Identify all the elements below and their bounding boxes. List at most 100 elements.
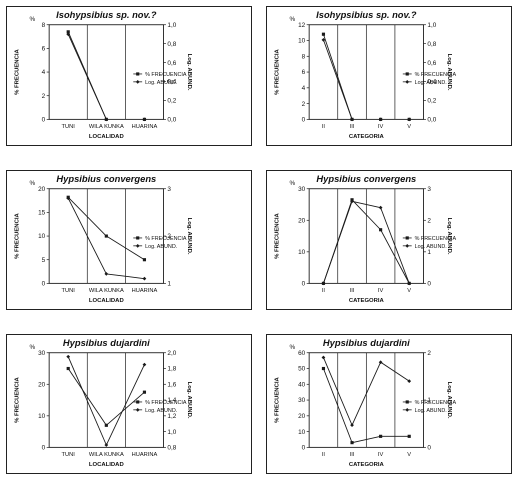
x-axis-label: LOCALIDAD [89,462,125,468]
y-right-tick-label: 1,0 [167,22,176,29]
x-tick-label: II [322,452,326,458]
series-point-log-abund [66,32,71,37]
series-point-log-abund [104,443,109,447]
series-line-frecuencia [106,391,145,426]
series-point-frecuencia [350,441,354,445]
chart-title: Hypsibius convergens [56,174,156,184]
legend-label: % FRECUENCIA [415,72,457,78]
y-right-tick-label: 3 [167,186,171,193]
legend-label: Log. ABUND. [145,80,178,86]
y-left-tick-label: 20 [298,217,306,224]
y-right-tick-label: 1,8 [167,366,176,373]
series-point-log-abund [104,117,109,122]
x-axis-label: LOCALIDAD [89,134,125,140]
y-left-axis-label: % FRECUENCIA [275,377,281,423]
y-left-unit: % [30,180,36,187]
series-point-frecuencia [66,30,70,34]
series-line-log-abund [67,34,107,120]
legend-label: Log. ABUND. [415,244,448,250]
y-right-tick-label: 0,0 [167,117,176,124]
series-point-log-abund [104,272,109,276]
legend-marker [405,400,409,404]
x-axis-label: CATEGORIA [349,298,385,304]
legend-label: % FRECUENCIA [415,400,457,406]
legend-marker [136,72,140,76]
series-line-log-abund [67,198,107,275]
series-point-log-abund [321,355,326,360]
x-tick-label: II [322,124,326,130]
series-point-log-abund [66,196,71,201]
legend-marker [135,79,140,84]
legend-marker [135,407,140,412]
y-right-tick-label: 1,2 [167,413,176,420]
y-left-tick-label: 0 [302,445,306,452]
series-point-log-abund [407,281,412,286]
series-point-frecuencia [379,228,383,232]
y-left-axis-label: % FRECUENCIA [275,49,281,95]
series-point-frecuencia [142,258,147,262]
y-right-tick-label: 1 [167,281,171,288]
x-tick-label: IV [378,288,384,294]
y-right-tick-label: 1 [427,397,431,404]
x-tick-label: WILA KUNKA [89,124,124,130]
y-left-tick-label: 30 [298,186,306,193]
series-point-frecuencia [321,32,326,36]
y-left-tick-label: 10 [38,413,46,420]
series-line-log-abund [323,201,353,284]
x-axis-label: LOCALIDAD [89,298,125,304]
series-point-log-abund [321,281,326,286]
x-tick-label: IV [378,452,384,458]
legend-label: Log. ABUND. [415,80,448,86]
series-point-frecuencia [142,390,147,394]
chart-title: Hypsibius dujardini [323,338,410,348]
y-right-tick-label: 0,6 [167,60,176,67]
series-line-log-abund [380,361,410,382]
chart-panel-5: Hypsibius dujardini 0 10 20 30 0,8 1,0 1,2 1,4 1,… [6,334,252,474]
y-left-tick-label: 8 [42,22,46,29]
chart-title: Hypsibius dujardini [63,338,150,348]
series-line-log-abund [105,364,145,446]
series-line-log-abund [106,273,145,280]
y-left-tick-label: 10 [298,38,306,45]
x-axis-label: CATEGORIA [349,462,385,468]
y-left-tick-label: 4 [42,69,46,76]
y-left-tick-label: 20 [38,186,46,193]
series-point-log-abund [378,205,383,210]
series-point-frecuencia [66,366,70,371]
legend-marker [405,407,410,412]
y-left-tick-label: 0 [302,281,306,288]
legend-label: Log. ABUND. [145,408,178,414]
y-right-tick-label: 2 [427,217,431,224]
legend-label: % FRECUENCIA [145,72,187,78]
y-right-tick-label: 0,0 [427,117,436,124]
series-line-frecuencia [351,199,381,231]
y-left-tick-label: 40 [298,381,306,388]
series-line-log-abund [351,200,381,209]
series-line-log-abund [323,357,353,426]
y-left-tick-label: 5 [42,257,46,264]
y-left-unit: % [30,16,36,23]
series-point-log-abund [378,360,383,365]
series-point-frecuencia [321,366,326,371]
series-point-log-abund [350,423,354,428]
chart-panel-6: Hypsibius dujardini 0 10 20 30 40 50 60 0 1 2% % FR… [266,334,512,474]
legend-marker [136,236,140,240]
y-left-tick-label: 20 [298,413,306,420]
series-point-log-abund [142,276,147,281]
y-left-unit: % [290,180,296,187]
series-line-frecuencia [380,229,410,284]
y-left-tick-label: 6 [302,69,306,76]
y-right-tick-label: 3 [427,186,431,193]
legend-marker [135,243,140,248]
y-right-tick-label: 0,6 [427,60,436,67]
y-right-tick-label: 0,4 [167,79,176,86]
y-left-tick-label: 60 [298,350,306,357]
y-left-tick-label: 4 [302,85,306,92]
x-tick-label: III [350,288,355,294]
y-left-tick-label: 12 [298,22,306,29]
series-point-log-abund [350,199,354,204]
series-point-log-abund [142,362,147,367]
x-tick-label: III [350,452,355,458]
y-left-axis-label: % FRECUENCIA [275,213,281,259]
y-left-tick-label: 10 [298,249,306,256]
